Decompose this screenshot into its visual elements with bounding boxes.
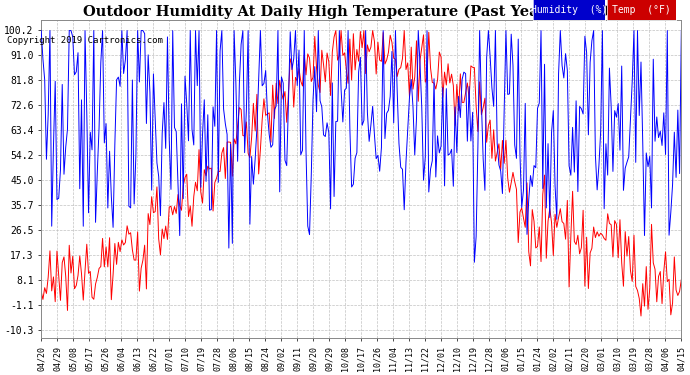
Text: Copyright 2019 Cartronics.com: Copyright 2019 Cartronics.com: [7, 36, 163, 45]
Text: Temp  (°F): Temp (°F): [612, 5, 671, 15]
Text: Humidity  (%): Humidity (%): [531, 5, 607, 15]
Title: Outdoor Humidity At Daily High Temperature (Past Year) 20190420: Outdoor Humidity At Daily High Temperatu…: [83, 4, 640, 18]
